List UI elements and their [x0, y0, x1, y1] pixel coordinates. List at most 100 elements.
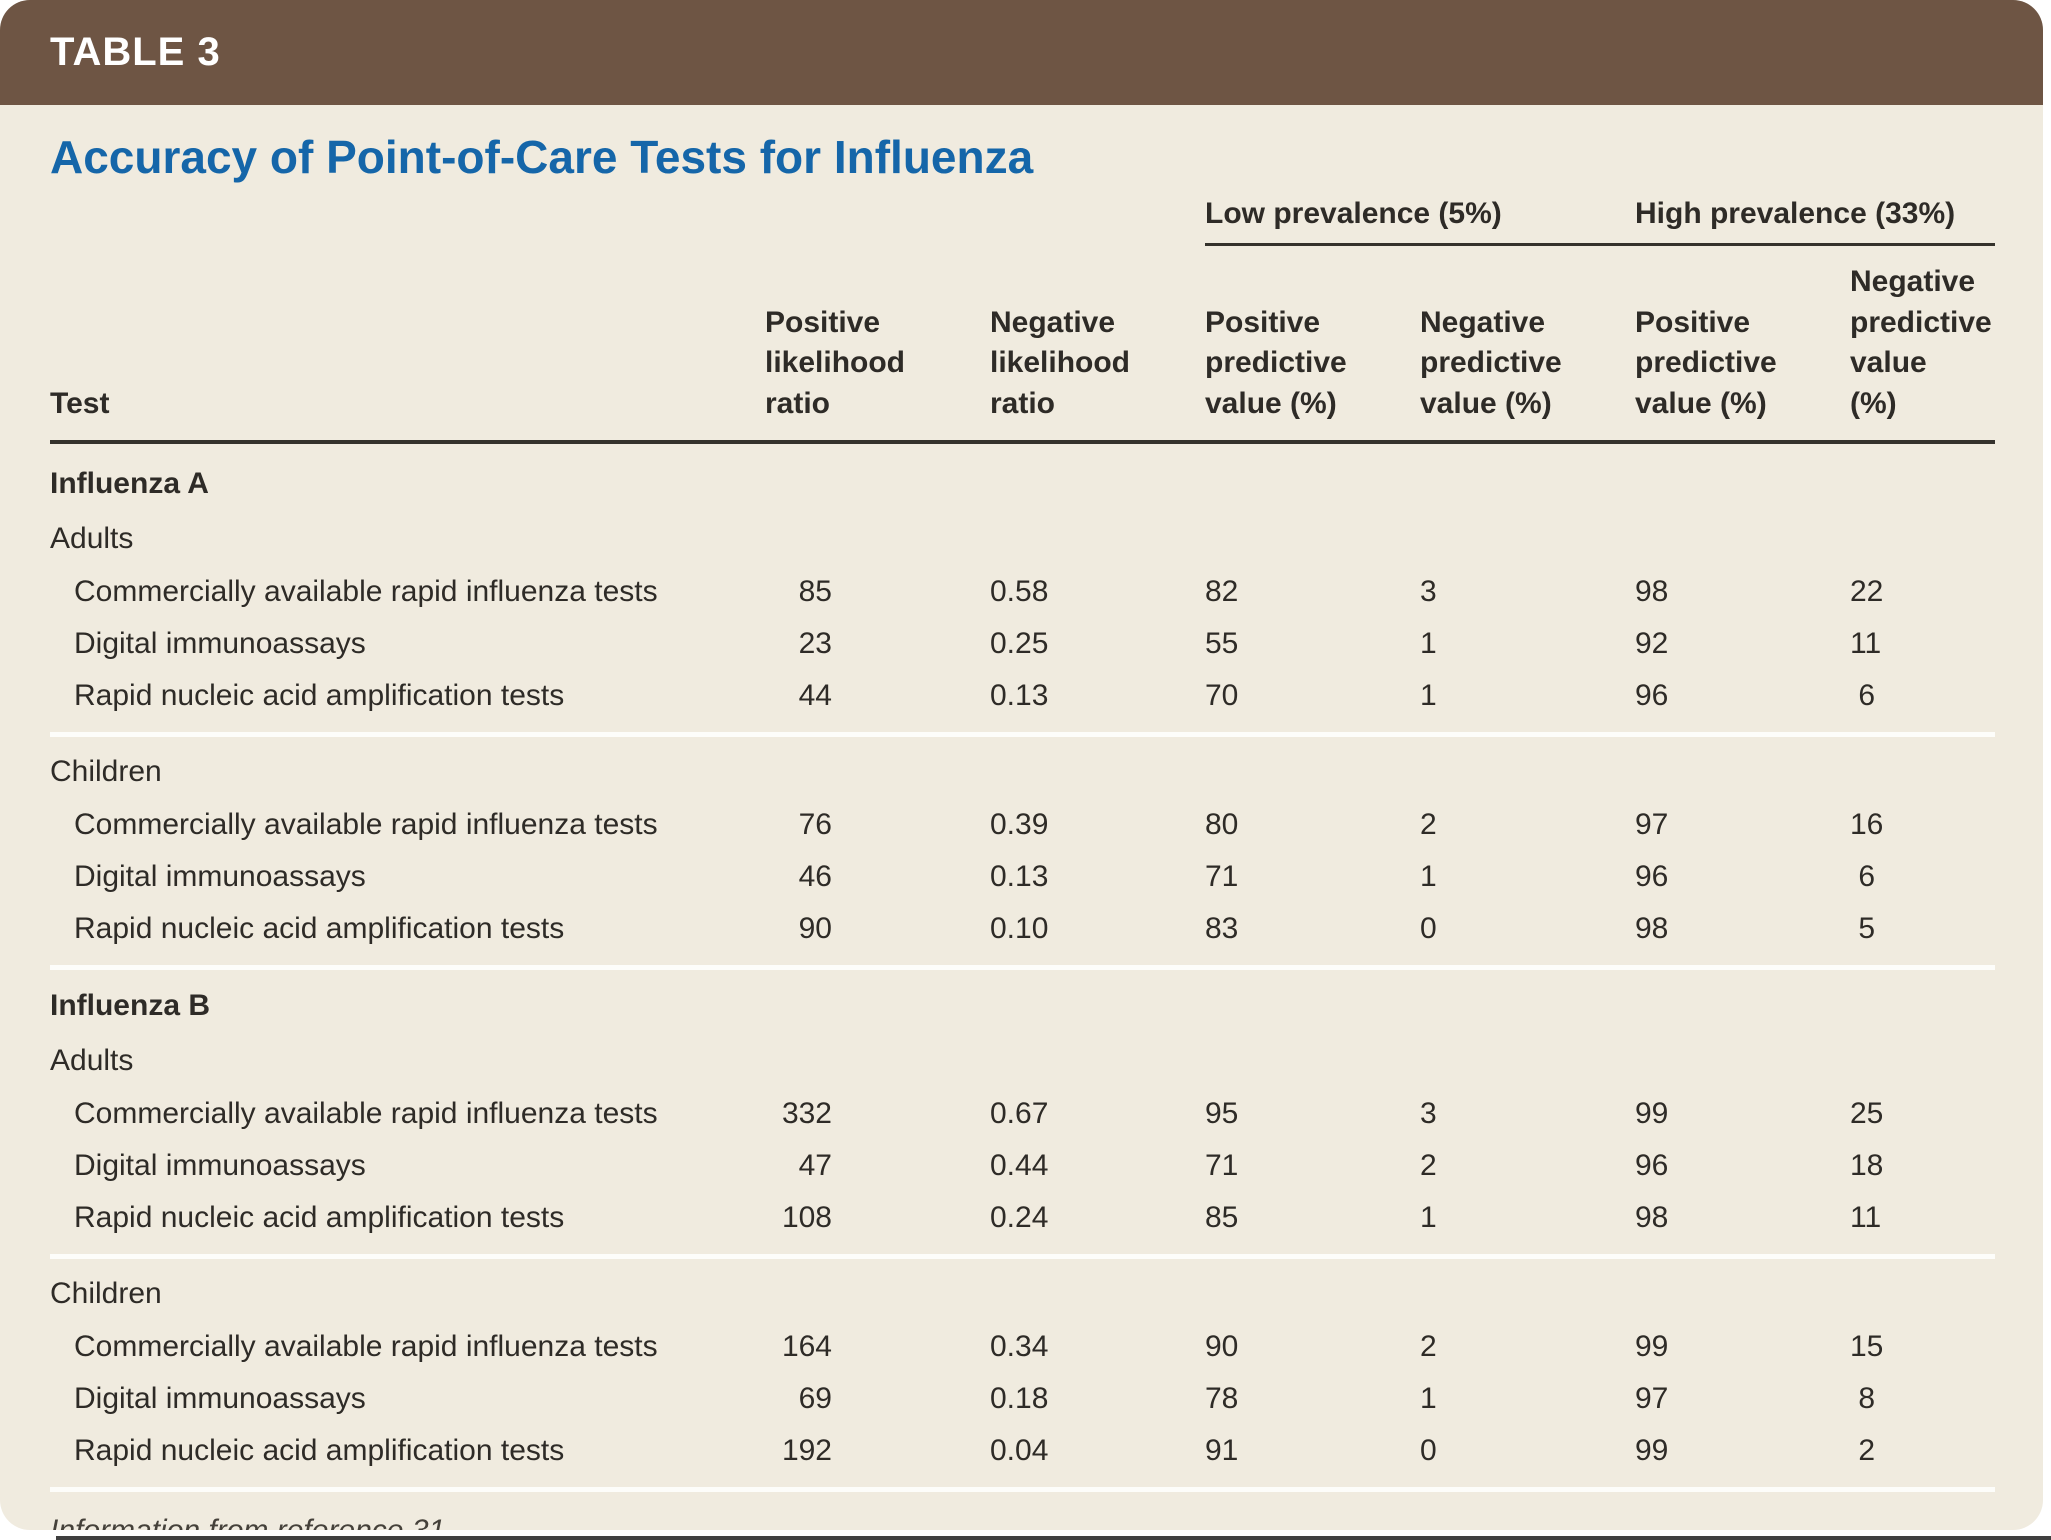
ppv-low-cell: 82	[1205, 575, 1239, 609]
column-header-test: Test	[50, 386, 110, 420]
column-header-plr: Positive likelihood ratio	[765, 305, 906, 420]
ppv-high-cell: 99	[1635, 1434, 1669, 1468]
section-separator	[50, 1254, 1995, 1260]
ppv-high-cell: 96	[1635, 860, 1669, 894]
column-header-npv-low: Negative predictive value (%)	[1420, 305, 1562, 420]
plr-cell: 23	[798, 627, 832, 661]
plr-cell: 192	[781, 1434, 832, 1468]
nlr-cell: 0.67	[990, 1097, 1049, 1131]
subgroup-row: Adults	[50, 512, 1995, 566]
nlr-cell: 0.24	[990, 1201, 1049, 1235]
section-header-label: Influenza B	[50, 989, 211, 1023]
npv-high-cell: 11	[1850, 1201, 1882, 1235]
npv-low-cell: 1	[1420, 1201, 1437, 1235]
test-name-cell: Digital immunoassays	[74, 1382, 366, 1416]
npv-high-cell: 22	[1850, 575, 1884, 609]
subgroup-row: Children	[50, 745, 1995, 799]
table-content: Accuracy of Point-of-Care Tests for Infl…	[0, 133, 2043, 1530]
ppv-high-cell: 96	[1635, 1149, 1669, 1183]
test-name-cell: Commercially available rapid influenza t…	[74, 1097, 658, 1131]
nlr-cell: 0.13	[990, 860, 1049, 894]
ppv-high-cell: 99	[1635, 1330, 1669, 1364]
subgroup-label: Children	[50, 755, 162, 789]
nlr-cell: 0.10	[990, 912, 1049, 946]
plr-cell: 47	[798, 1149, 832, 1183]
test-name-cell: Commercially available rapid influenza t…	[74, 1330, 658, 1364]
npv-high-cell: 16	[1850, 808, 1884, 842]
section-separator	[50, 732, 1995, 738]
test-name-cell: Rapid nucleic acid amplification tests	[74, 1434, 565, 1468]
npv-high-cell: 6	[1858, 679, 1875, 713]
ppv-low-cell: 95	[1205, 1097, 1239, 1131]
test-name-cell: Rapid nucleic acid amplification tests	[74, 912, 565, 946]
nlr-cell: 0.58	[990, 575, 1049, 609]
ppv-low-cell: 71	[1205, 860, 1239, 894]
plr-cell: 76	[798, 808, 832, 842]
low-prevalence-group-header: Low prevalence (5%)	[1205, 197, 1635, 247]
nlr-cell: 0.39	[990, 808, 1049, 842]
npv-low-cell: 2	[1420, 1330, 1437, 1364]
ppv-high-cell: 98	[1635, 1201, 1669, 1235]
npv-low-cell: 3	[1420, 1097, 1437, 1131]
subgroup-label: Adults	[50, 522, 134, 556]
high-prevalence-group-header: High prevalence (33%)	[1635, 197, 1995, 247]
ppv-high-cell: 98	[1635, 575, 1669, 609]
test-name-cell: Digital immunoassays	[74, 1149, 366, 1183]
column-header-nlr: Negative likelihood ratio	[990, 305, 1131, 420]
nlr-cell: 0.34	[990, 1330, 1049, 1364]
table-title: Accuracy of Point-of-Care Tests for Infl…	[50, 131, 1034, 183]
table-row: Rapid nucleic acid amplification tests 4…	[50, 670, 1995, 722]
table-row: Rapid nucleic acid amplification tests 9…	[50, 903, 1995, 955]
plr-cell: 90	[798, 912, 832, 946]
ppv-low-cell: 70	[1205, 679, 1239, 713]
source-note: Information from reference 31.	[50, 1500, 1995, 1530]
table-header-bar: TABLE 3	[0, 0, 2043, 105]
plr-cell: 44	[798, 679, 832, 713]
ppv-high-cell: 96	[1635, 679, 1669, 713]
ppv-low-cell: 85	[1205, 1201, 1239, 1235]
npv-low-cell: 3	[1420, 575, 1437, 609]
ppv-low-cell: 80	[1205, 808, 1239, 842]
column-header-ppv-high: Positive predictive value (%)	[1635, 305, 1777, 420]
column-header-ppv-low: Positive predictive value (%)	[1205, 305, 1347, 420]
ppv-high-cell: 98	[1635, 912, 1669, 946]
prevalence-group-header-row: Low prevalence (5%) High prevalence (33%…	[50, 197, 1995, 247]
subgroup-row: Children	[50, 1267, 1995, 1321]
test-name-cell: Rapid nucleic acid amplification tests	[74, 679, 565, 713]
subgroup-row: Adults	[50, 1034, 1995, 1088]
page-bottom-rule	[56, 1536, 2051, 1540]
npv-high-cell: 18	[1850, 1149, 1884, 1183]
table-row: Rapid nucleic acid amplification tests 1…	[50, 1192, 1995, 1244]
npv-high-cell: 11	[1850, 627, 1882, 661]
npv-high-cell: 6	[1858, 860, 1875, 894]
npv-high-cell: 8	[1858, 1382, 1875, 1416]
nlr-cell: 0.13	[990, 679, 1049, 713]
npv-low-cell: 1	[1420, 1382, 1437, 1416]
plr-cell: 164	[781, 1330, 832, 1364]
nlr-cell: 0.18	[990, 1382, 1049, 1416]
plr-cell: 46	[798, 860, 832, 894]
table-row: Commercially available rapid influenza t…	[50, 566, 1995, 618]
ppv-low-cell: 55	[1205, 627, 1239, 661]
section-separator	[50, 965, 1995, 971]
ppv-low-cell: 71	[1205, 1149, 1239, 1183]
ppv-high-cell: 92	[1635, 627, 1669, 661]
test-name-cell: Commercially available rapid influenza t…	[74, 575, 658, 609]
table-body: Influenza A Adults Commercially availabl…	[50, 456, 1995, 1530]
section-header-label: Influenza A	[50, 467, 209, 501]
npv-low-cell: 1	[1420, 627, 1437, 661]
npv-low-cell: 0	[1420, 912, 1437, 946]
ppv-low-cell: 90	[1205, 1330, 1239, 1364]
ppv-low-cell: 78	[1205, 1382, 1239, 1416]
table-row: Digital immunoassays 47 0.44 71 2 96 18	[50, 1140, 1995, 1192]
plr-cell: 69	[798, 1382, 832, 1416]
test-name-cell: Digital immunoassays	[74, 860, 366, 894]
nlr-cell: 0.44	[990, 1149, 1049, 1183]
ppv-high-cell: 99	[1635, 1097, 1669, 1131]
table-row: Commercially available rapid influenza t…	[50, 1321, 1995, 1373]
footer-separator	[50, 1487, 1995, 1493]
section-header-row: Influenza A	[50, 456, 1995, 512]
npv-high-cell: 2	[1858, 1434, 1875, 1468]
nlr-cell: 0.25	[990, 627, 1049, 661]
